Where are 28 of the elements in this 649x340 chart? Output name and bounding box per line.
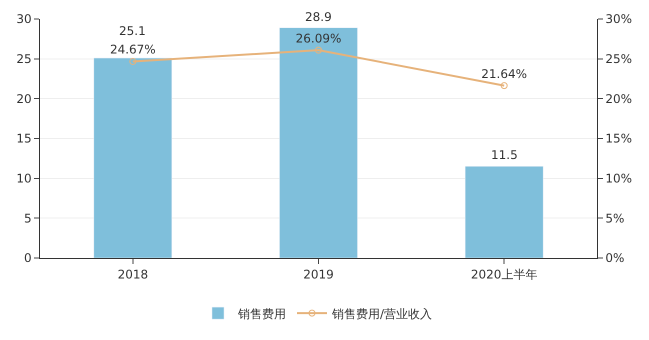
data-label: 24.67%	[110, 42, 156, 57]
y2-tick-label: 15%	[605, 132, 632, 146]
x-tick-label: 2019	[303, 267, 334, 282]
point	[315, 46, 322, 54]
data-label: 26.09%	[296, 31, 342, 46]
y-tick-label: 30	[16, 12, 32, 26]
point	[500, 82, 508, 90]
data-label: 21.64%	[481, 66, 528, 81]
data-label: 25.1	[119, 24, 146, 38]
y-tick-label: 25	[16, 52, 32, 66]
data-label: 11.5	[491, 148, 518, 162]
y2-tick-label: 25%	[605, 52, 632, 66]
y2-tick-label: 20%	[605, 92, 632, 106]
y-tick-label: 0	[24, 251, 32, 266]
legend-label: 销售费用	[237, 306, 286, 321]
y2-tick-label: 10%	[605, 172, 632, 186]
y-tick-label: 5	[24, 211, 32, 226]
data-label: 28.9	[305, 10, 332, 24]
x-tick-label: 2020上半年	[470, 267, 538, 282]
legend-label: 销售费用/营业收入	[331, 306, 432, 321]
y-tick-label: 20	[16, 92, 32, 106]
point	[129, 58, 136, 65]
y-tick-label: 15	[16, 132, 32, 146]
y2-tick-label: 0%	[605, 251, 624, 266]
y-tick-label: 10	[16, 172, 32, 186]
x-tick-label: 2018	[118, 267, 148, 282]
y2-tick-label: 5%	[605, 211, 624, 226]
y2-tick-label: 30%	[605, 12, 632, 26]
